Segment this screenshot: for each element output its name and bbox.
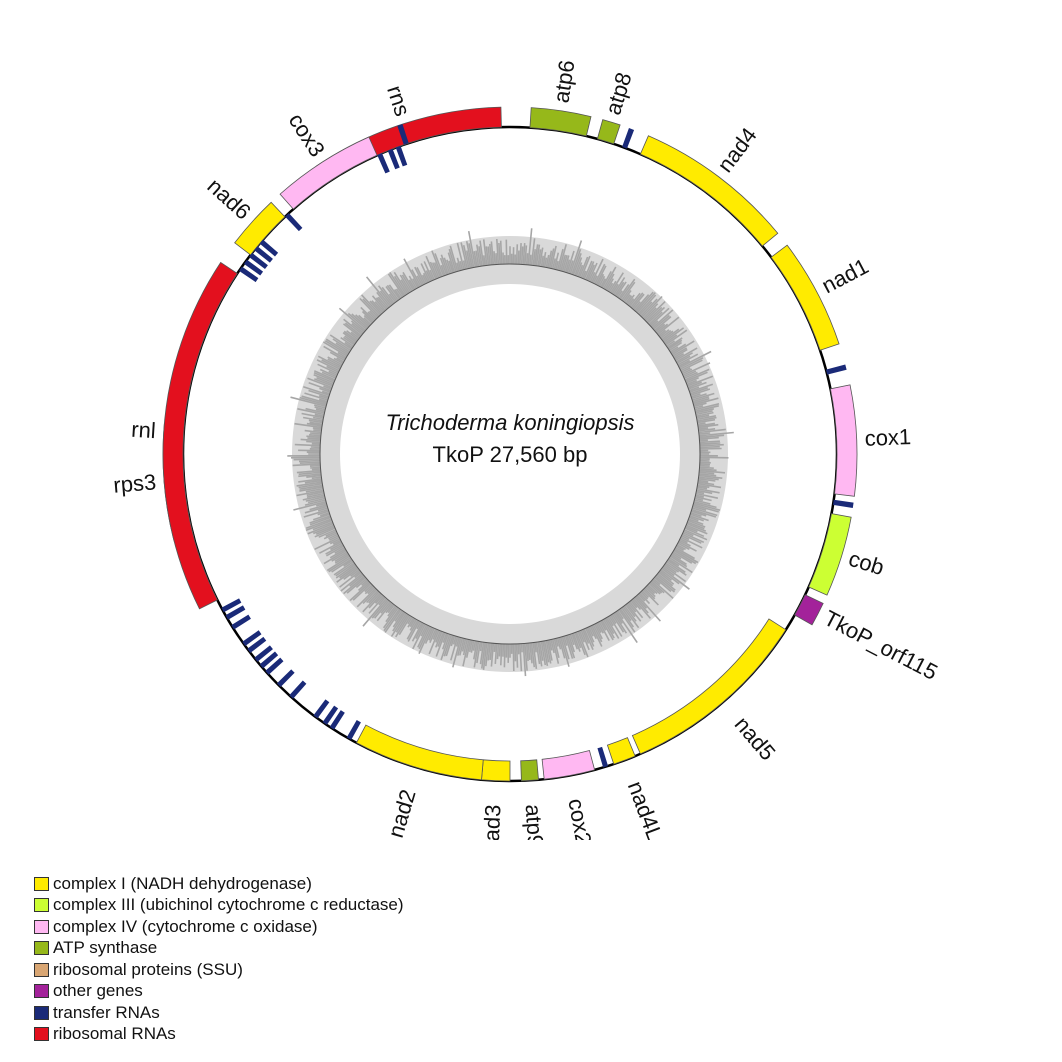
gc-content-bars: [287, 228, 734, 677]
legend-item-complex-iii: complex III (ubichinol cytochrome c redu…: [34, 895, 404, 917]
legend-swatch-complex-iv: [34, 919, 49, 934]
label-nad5: nad5: [730, 712, 781, 765]
legend-label-other-genes: other genes: [53, 981, 143, 1001]
legend-swatch-transfer-rnas: [34, 1005, 49, 1020]
legend-label-atp-synthase: ATP synthase: [53, 938, 158, 958]
trna-28: [397, 124, 409, 145]
gene-cob: [808, 513, 852, 596]
legend-swatch-atp-synthase: [34, 941, 49, 956]
legend-item-ribosomal-rnas: ribosomal RNAs: [34, 1024, 404, 1046]
trna-14: [247, 636, 267, 653]
gene-tkop-orf115: [794, 594, 824, 626]
gc-content-track: [287, 228, 734, 677]
gene-features: [162, 106, 858, 782]
trna-3: [833, 499, 854, 508]
trna-19: [239, 266, 259, 283]
label-cox3: cox3: [284, 109, 330, 162]
trna-13: [254, 645, 273, 662]
species-title: Trichoderma koningiopsis: [385, 410, 634, 435]
label-nad1: nad1: [818, 253, 873, 298]
gene-nad6: [234, 201, 286, 256]
gene-cox1: [829, 384, 858, 497]
legend-label-complex-iv: complex IV (cytochrome c oxidase): [53, 916, 318, 936]
label-rns: rns: [382, 82, 415, 119]
legend-item-complex-iv: complex IV (cytochrome c oxidase): [34, 916, 404, 938]
gene-atp9: [520, 759, 539, 782]
gene-nad1: [770, 244, 840, 351]
gene-nad4l: [606, 737, 636, 765]
trna-20: [243, 259, 264, 276]
trna-15: [242, 630, 262, 646]
trna-12: [259, 651, 279, 669]
label-nad6: nad6: [203, 173, 256, 224]
trna-27: [395, 145, 408, 167]
legend-swatch-ribosomal-proteins: [34, 962, 49, 977]
label-tkop-orf115: TkoP_orf115: [820, 605, 942, 685]
label-cox2: cox2: [563, 797, 596, 840]
gene-nad5: [631, 618, 787, 755]
legend-label-complex-iii: complex III (ubichinol cytochrome c redu…: [53, 895, 404, 915]
trna-7: [322, 705, 339, 725]
legend-item-ribosomal-proteins: ribosomal proteins (SSU): [34, 959, 404, 981]
trna-8: [313, 699, 330, 719]
label-rnl: rnl: [131, 417, 157, 443]
gene-nad2: [355, 724, 484, 781]
trna-26: [387, 148, 400, 170]
gene-nad4: [639, 135, 779, 247]
label-atp9: atp9: [521, 803, 549, 840]
trna-18: [221, 598, 242, 613]
trna-1: [622, 128, 635, 149]
trna-11: [265, 657, 284, 675]
label-rps3: rps3: [112, 469, 157, 497]
legend-item-complex-i: complex I (NADH dehydrogenase): [34, 873, 404, 895]
trna-2: [825, 364, 847, 375]
gene-cox2: [541, 750, 596, 780]
legend: complex I (NADH dehydrogenase) complex I…: [34, 873, 404, 1045]
legend-label-ribosomal-rnas: ribosomal RNAs: [53, 1024, 176, 1044]
legend-label-ribosomal-proteins: ribosomal proteins (SSU): [53, 959, 243, 979]
trna-17: [225, 605, 246, 620]
label-nad4: nad4: [712, 123, 761, 177]
trna-5: [346, 720, 361, 740]
legend-label-complex-i: complex I (NADH dehydrogenase): [53, 873, 312, 893]
trna-24: [285, 213, 303, 232]
legend-swatch-complex-iii: [34, 898, 49, 913]
label-atp6: atp6: [548, 58, 579, 104]
gene-nad3: [481, 759, 511, 782]
legend-swatch-ribosomal-rnas: [34, 1027, 49, 1042]
legend-item-transfer-rnas: transfer RNAs: [34, 1002, 404, 1024]
legend-label-transfer-rnas: transfer RNAs: [53, 1002, 160, 1022]
trna-6: [329, 710, 345, 730]
trna-16: [231, 614, 251, 630]
label-nad3: nad3: [478, 804, 505, 840]
label-nad2: nad2: [383, 787, 421, 840]
legend-swatch-other-genes: [34, 984, 49, 999]
trna-21: [249, 252, 268, 270]
genome-size-label: TkoP 27,560 bp: [433, 442, 588, 467]
gene-cox3: [279, 136, 378, 210]
legend-item-atp-synthase: ATP synthase: [34, 938, 404, 960]
label-atp8: atp8: [600, 69, 636, 117]
trna-22: [254, 246, 273, 263]
trna-25: [377, 153, 390, 174]
label-cob: cob: [846, 546, 887, 580]
trna-9: [289, 680, 307, 699]
legend-item-other-genes: other genes: [34, 981, 404, 1003]
trna-10: [276, 669, 295, 688]
legend-swatch-complex-i: [34, 876, 49, 891]
trna-23: [259, 239, 279, 257]
genome-map: rns atp6 atp8nad4nad1cox1cobTkoP_orf115nad…: [112, 58, 942, 840]
label-nad4l: nad4L: [623, 778, 668, 840]
gene-atp6: [529, 107, 592, 137]
gene-rnl: [162, 261, 238, 610]
gene-atp8: [596, 119, 621, 145]
trna-4: [597, 746, 609, 768]
gc-midline: [319, 263, 701, 645]
label-cox1: cox1: [864, 424, 911, 451]
